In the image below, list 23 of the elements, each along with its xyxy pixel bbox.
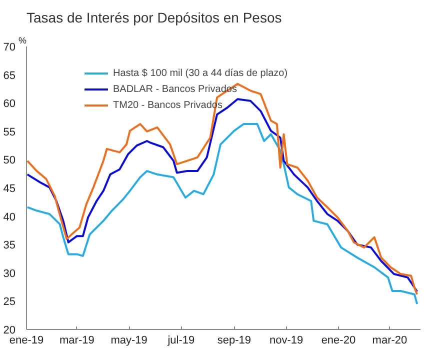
y-tick-label: 55	[3, 126, 16, 138]
y-tick-label: 20	[3, 324, 16, 336]
y-tick-label: 40	[3, 211, 16, 224]
x-tick-label: may-19	[110, 334, 148, 346]
x-tick-label: ene-20	[321, 334, 356, 346]
x-tick-label: sep-19	[217, 334, 252, 346]
x-tick-label: jul-19	[166, 334, 195, 346]
x-tick-label: mar-20	[372, 334, 408, 346]
x-tick-label: ene-19	[9, 334, 44, 346]
y-tick-label: 50	[3, 154, 16, 167]
y-tick-label: 30	[3, 268, 16, 280]
chart-title: Tasas de Interés por Depósitos en Pesos	[26, 10, 282, 26]
y-tick-label: 70	[3, 42, 16, 54]
x-tick-label: nov-19	[270, 334, 304, 346]
x-tick-label: mar-19	[60, 334, 94, 346]
legend-label: Hasta $ 100 mil (30 a 44 días de plazo)	[113, 67, 288, 79]
line-series	[26, 123, 418, 306]
y-tick-label: 65	[3, 70, 16, 82]
y-tick-label: 60	[3, 98, 16, 110]
y-tick-label: 25	[3, 296, 16, 308]
y-axis-title: %	[18, 36, 27, 46]
y-tick-label: 45	[3, 183, 16, 195]
y-tick-label: 35	[3, 240, 16, 252]
